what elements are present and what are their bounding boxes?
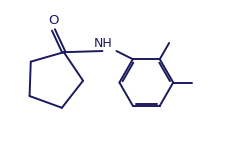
Text: O: O (48, 14, 59, 27)
Text: NH: NH (94, 37, 113, 50)
